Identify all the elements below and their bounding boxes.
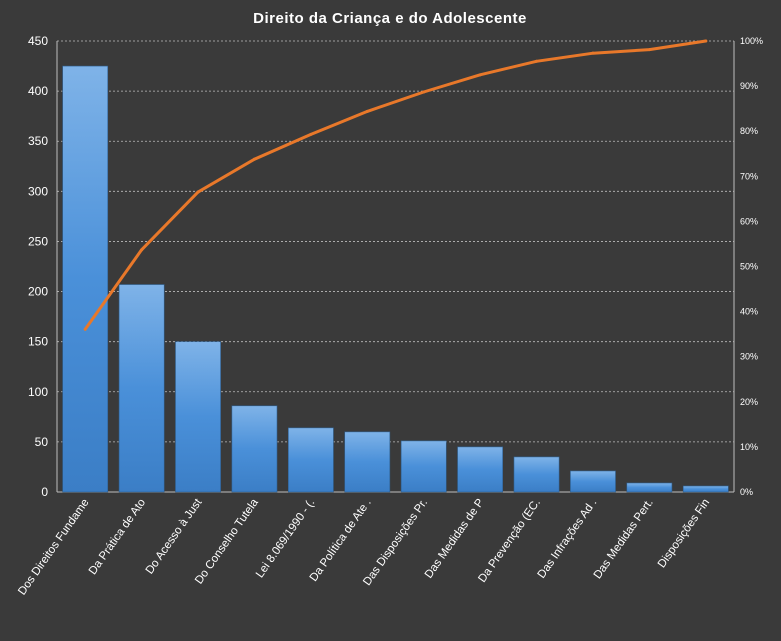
- bar: [626, 482, 673, 493]
- y2-tick-label: 20%: [740, 397, 758, 407]
- bar: [231, 405, 278, 493]
- line-point: [704, 39, 708, 43]
- line-point: [309, 132, 313, 136]
- bar: [400, 440, 447, 493]
- category-label: Da Prevenção (EC.: [476, 497, 543, 585]
- bar: [344, 431, 391, 493]
- y2-tick-label: 50%: [740, 262, 758, 272]
- bar: [682, 485, 729, 493]
- bar: [62, 65, 109, 493]
- category-label: Das Infrações Ad .: [536, 497, 600, 581]
- y-tick-label: 100: [28, 385, 48, 399]
- y-tick-label: 150: [28, 335, 48, 349]
- bar: [288, 427, 334, 493]
- y2-tick-label: 10%: [740, 442, 758, 452]
- category-label: Das Medidas de P: [423, 497, 487, 581]
- line-point: [647, 48, 651, 52]
- bar: [118, 284, 165, 493]
- y-tick-label: 400: [28, 84, 48, 98]
- line-point: [535, 59, 539, 63]
- category-label: Disposições Fin: [656, 497, 712, 570]
- y2-tick-label: 0%: [740, 487, 753, 497]
- line-point: [365, 109, 369, 113]
- bars: [62, 65, 729, 493]
- category-label: Lei 8.069/1990 - (.: [254, 497, 317, 580]
- y-tick-label: 450: [28, 34, 48, 48]
- y-axis-ticks: 0 50 100 150 200 250 300 350 400 450: [28, 34, 48, 499]
- grid-lines: [56, 40, 735, 493]
- y-tick-label: 50: [35, 435, 49, 449]
- cumulative-line: [83, 39, 708, 331]
- bar: [457, 446, 503, 493]
- bar: [513, 456, 560, 493]
- line-point: [196, 190, 200, 194]
- line-point: [478, 73, 482, 77]
- category-label: Da Prática de Ato: [87, 497, 148, 577]
- line-point: [252, 157, 256, 161]
- line-point: [140, 248, 144, 252]
- y2-tick-label: 80%: [740, 126, 758, 136]
- y2-axis-ticks: 0% 10% 20% 30% 40% 50% 60% 70% 80% 90% 100%: [740, 36, 763, 497]
- y-tick-label: 300: [28, 184, 48, 198]
- cumulative-percent-line: [83, 39, 708, 331]
- y-tick-label: 350: [28, 134, 48, 148]
- bar: [175, 341, 221, 493]
- line-point: [422, 90, 426, 94]
- category-label: Da Política de Ate .: [308, 497, 374, 584]
- category-label: Do Acesso à Just: [144, 496, 205, 576]
- category-label: Dos Direitos Fundame: [16, 497, 91, 598]
- y2-tick-label: 90%: [740, 81, 758, 91]
- y2-tick-label: 40%: [740, 307, 758, 317]
- line-point: [83, 327, 87, 331]
- y-tick-label: 0: [41, 485, 48, 499]
- y2-tick-label: 70%: [740, 171, 758, 181]
- chart-title: Direito da Criança e do Adolescente: [253, 10, 527, 27]
- y-tick-label: 250: [28, 234, 48, 248]
- y-tick-label: 200: [28, 285, 48, 299]
- y2-tick-label: 100%: [740, 36, 763, 46]
- y2-tick-label: 60%: [740, 216, 758, 226]
- bar: [570, 470, 616, 493]
- y2-tick-label: 30%: [740, 352, 758, 362]
- line-point: [591, 51, 595, 55]
- category-label: Das Medidas Pert.: [592, 497, 656, 581]
- category-label: Do Conselho Tutela: [193, 496, 261, 586]
- category-label: Das Disposições Pr.: [361, 497, 430, 588]
